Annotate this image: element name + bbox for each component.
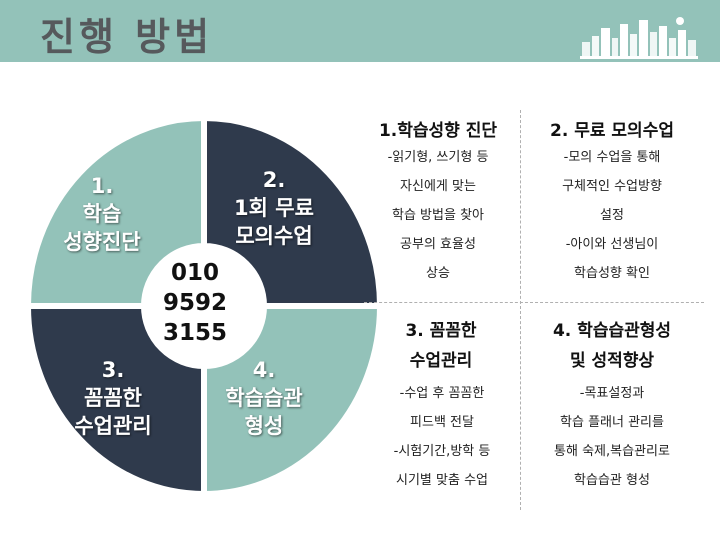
- quadrant-1-label: 1. 학습 성향진단: [63, 174, 141, 254]
- quadrant-4-shape: [201, 303, 384, 498]
- city-skyline-logo: [580, 17, 698, 59]
- section-1-body: -읽기형, 쓰기형 등 자신에게 맞는 학습 방법을 찾아 공부의 효율성 상승: [387, 150, 489, 281]
- section-2-title: 2. 무료 모의수업: [550, 121, 674, 141]
- quadrant-2-label: 2. 1회 무료 모의수업: [234, 168, 314, 248]
- phone-part-2: 9592: [162, 290, 227, 316]
- quadrant-3-shape: [24, 303, 207, 498]
- process-wheel: [24, 114, 384, 498]
- page-title: 진행 방법: [40, 15, 214, 59]
- quadrant-1-shape: [24, 114, 207, 309]
- section-2-body: -모의 수업을 통해 구체적인 수업방향 설정 -아이와 선생님이 학습성향 확…: [562, 150, 662, 281]
- phone-part-1: 010: [170, 260, 219, 286]
- quadrant-4-label: 4. 학습습관 형성: [225, 358, 303, 438]
- center-circle: [146, 248, 262, 364]
- phone-part-3: 3155: [162, 320, 227, 346]
- section-4-title: 4. 학습습관형성 및 성적향상: [552, 321, 672, 371]
- section-4-body: -목표설정과 학습 플래너 관리를 통해 숙제,복습관리로 학습습관 형성: [554, 386, 670, 488]
- section-divider-horizontal: [364, 302, 704, 304]
- phone-number: 010 9592 3155: [140, 258, 250, 348]
- quadrant-2-shape: [201, 114, 384, 309]
- quadrant-3-label: 3. 꼼꼼한 수업관리: [74, 358, 152, 438]
- section-3-body: -수업 후 꼼꼼한 피드백 전달 -시험기간,방학 등 시기별 맞춤 수업: [393, 386, 491, 488]
- section-3-title: 3. 꼼꼼한 수업관리: [405, 321, 477, 371]
- header-banner: 진행 방법: [0, 0, 720, 62]
- section-1-title: 1.학습성향 진단: [378, 121, 498, 141]
- section-divider-vertical: [520, 110, 522, 510]
